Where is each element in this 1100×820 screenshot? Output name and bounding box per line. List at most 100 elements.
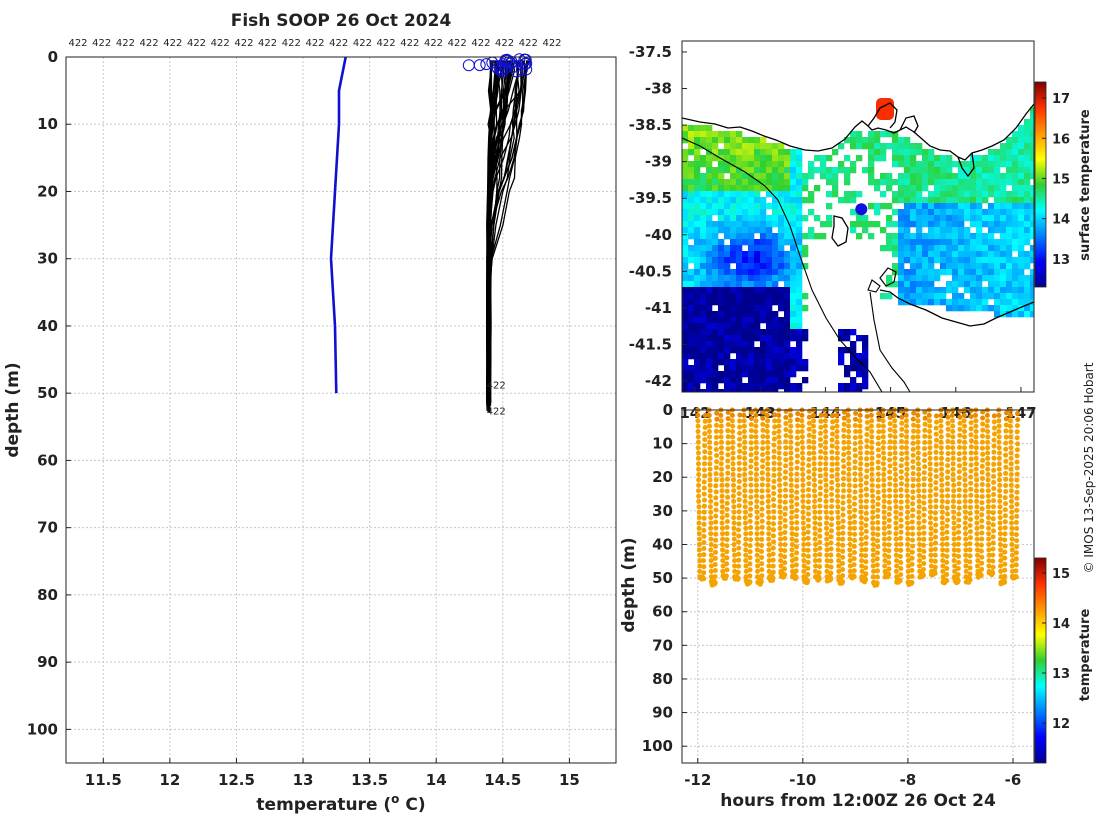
cast-point — [921, 561, 927, 566]
sst-cell — [994, 281, 1001, 288]
cast-point — [824, 542, 830, 547]
cast-point — [712, 580, 718, 586]
sst-cell — [742, 263, 749, 270]
cast-point — [742, 515, 748, 521]
cast-point — [934, 437, 939, 443]
cast-point — [748, 440, 754, 446]
sst-cell — [1000, 305, 1007, 312]
sst-cell — [754, 209, 761, 216]
cast-point — [1003, 483, 1009, 488]
sst-cell — [742, 239, 749, 246]
sst-cell — [988, 257, 995, 264]
sst-cell — [736, 215, 743, 222]
sst-cell — [772, 299, 779, 306]
sst-cell — [730, 191, 737, 198]
cast-point — [963, 531, 968, 537]
sst-cell — [850, 353, 857, 360]
cast-point — [834, 423, 840, 429]
cast-point — [870, 542, 876, 547]
sst-cell — [844, 329, 851, 336]
cast-point — [875, 532, 881, 538]
cast-point — [904, 439, 909, 445]
cast-point — [846, 445, 852, 451]
cast-point — [899, 439, 904, 444]
cast-point — [800, 477, 806, 483]
cast-point — [1003, 434, 1009, 440]
sst-cell — [742, 221, 749, 228]
profile-axes-frame — [65, 56, 617, 764]
cast-point — [788, 429, 793, 434]
cast-point — [800, 445, 806, 451]
sst-cell — [706, 281, 713, 288]
cast-point — [968, 486, 974, 492]
sst-cell — [712, 275, 719, 282]
cast-point — [817, 533, 823, 539]
sst-cell — [688, 317, 695, 324]
cast-point — [730, 493, 736, 499]
cast-point — [777, 498, 783, 504]
sst-cell — [718, 203, 725, 210]
cast-point — [806, 420, 812, 426]
cast-point — [926, 412, 932, 418]
cast-point — [695, 445, 701, 451]
sst-cell — [874, 155, 881, 162]
sst-cell — [886, 143, 893, 150]
cast-point — [777, 509, 783, 515]
sst-cell — [730, 371, 737, 378]
cast-point — [771, 478, 777, 484]
profile-y-tick-label: 90 — [37, 653, 58, 671]
sst-cell — [844, 173, 851, 180]
sst-cell — [1024, 281, 1031, 288]
cast-point — [708, 563, 714, 569]
cast-point — [857, 412, 863, 418]
sst-cell — [796, 341, 803, 348]
cast-point — [875, 441, 881, 447]
cast-point — [944, 547, 950, 553]
cast-point — [713, 465, 719, 471]
sst-cell — [862, 365, 869, 372]
cast-point — [776, 412, 782, 418]
sst-cell — [826, 155, 833, 162]
cast-point — [910, 507, 916, 513]
sst-cell — [952, 245, 959, 252]
sst-cell — [772, 281, 779, 288]
sst-cell — [760, 167, 767, 174]
sst-cell — [1024, 179, 1031, 186]
sst-cell — [1030, 173, 1034, 180]
cast-point — [870, 515, 876, 521]
sst-cell — [940, 263, 947, 270]
sst-cell — [1018, 263, 1025, 270]
cast-point — [736, 497, 742, 503]
cast-point — [986, 498, 991, 504]
sst-cell — [784, 371, 791, 378]
sst-cell — [934, 257, 941, 264]
sst-cell — [892, 239, 899, 246]
sst-cell — [1006, 305, 1013, 312]
sst-cell — [736, 161, 743, 168]
cast-point — [828, 510, 834, 516]
sst-cell — [1024, 287, 1031, 294]
sst-cell — [868, 179, 875, 186]
cast-point — [701, 515, 707, 521]
sst-cell — [850, 347, 857, 354]
sst-cell — [754, 311, 761, 318]
sst-cell — [844, 347, 851, 354]
sst-cell — [694, 329, 701, 336]
cast-point — [880, 429, 886, 434]
sst-cell — [778, 323, 785, 330]
sst-cell — [1006, 257, 1013, 264]
cast-point — [991, 473, 997, 479]
cast-point — [748, 452, 754, 458]
cast-point — [712, 568, 718, 573]
cast-point — [713, 440, 719, 446]
sst-cell — [922, 233, 929, 240]
cast-point — [696, 482, 702, 488]
sst-cell — [772, 371, 779, 378]
sst-cell — [736, 173, 743, 180]
cast-point — [899, 445, 905, 450]
cast-point — [778, 531, 783, 537]
profile-top-label: 422 — [211, 38, 230, 49]
sst-cell — [730, 131, 737, 138]
sst-cell — [760, 233, 767, 240]
sst-cell — [940, 233, 947, 240]
